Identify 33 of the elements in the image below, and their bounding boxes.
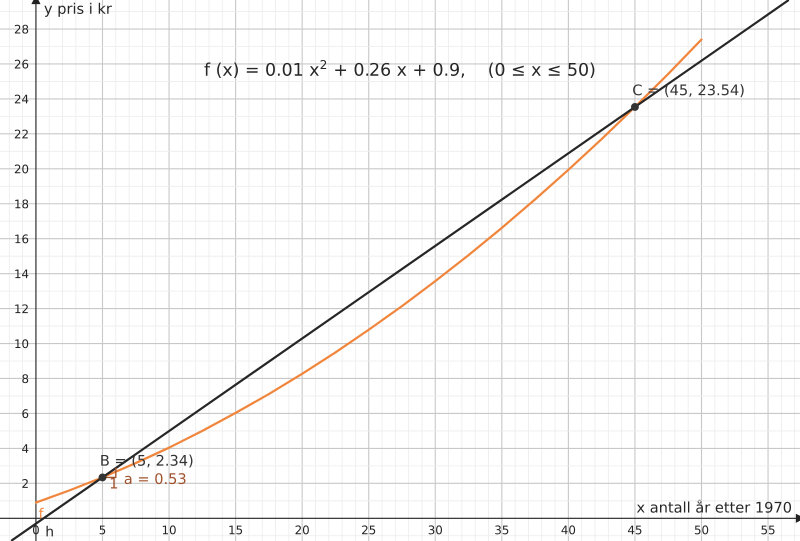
y-tick-label: 20 (14, 164, 28, 174)
series-label: C = (45, 23.54) (633, 84, 744, 98)
x-tick-label: 25 (362, 525, 376, 534)
x-tick-label: 45 (628, 526, 642, 534)
series-label: f (38, 508, 44, 518)
annotation: f (x) = 0.01 x$^{2}$ + 0.26 x + 0.9, (0 ≤ x ≤ 50) (204, 60, 594, 78)
y-tick-label: 6 (22, 409, 28, 418)
y-tick-label: 4 (22, 444, 28, 453)
x-tick-label: 40 (561, 525, 576, 534)
x-tick-label: 50 (694, 525, 708, 534)
y-tick-label: 18 (15, 199, 28, 208)
x-tick-label: 10 (162, 525, 176, 534)
y-tick-label: 22 (14, 130, 28, 138)
y-tick-label: 24 (14, 94, 28, 104)
series-label: h (46, 526, 53, 536)
y-tick-label: 14 (15, 270, 28, 278)
annotation: 1 (110, 478, 118, 488)
x-axis-title: x antall år etter 1970 (636, 500, 792, 513)
y-tick-label: 28 (14, 24, 28, 34)
x-tick-label: 20 (296, 525, 309, 534)
y-axis-title: y pris i kr (44, 2, 112, 17)
annotation: a = 0.53 (124, 473, 186, 484)
y-tick-label: 26 (14, 60, 28, 69)
y-tick-label: 8 (22, 374, 28, 384)
y-tick-label: 2 (22, 479, 28, 488)
x-tick-label: 15 (229, 526, 242, 534)
y-tick-label: 16 (15, 234, 28, 244)
x-tick-label: 5 (100, 526, 106, 534)
x-tick-label: 35 (495, 525, 508, 534)
x-tick-label: 30 (428, 525, 442, 534)
y-tick-label: 12 (15, 304, 28, 314)
x-tick-label: 55 (761, 526, 775, 534)
y-tick-label: 10 (15, 339, 28, 348)
